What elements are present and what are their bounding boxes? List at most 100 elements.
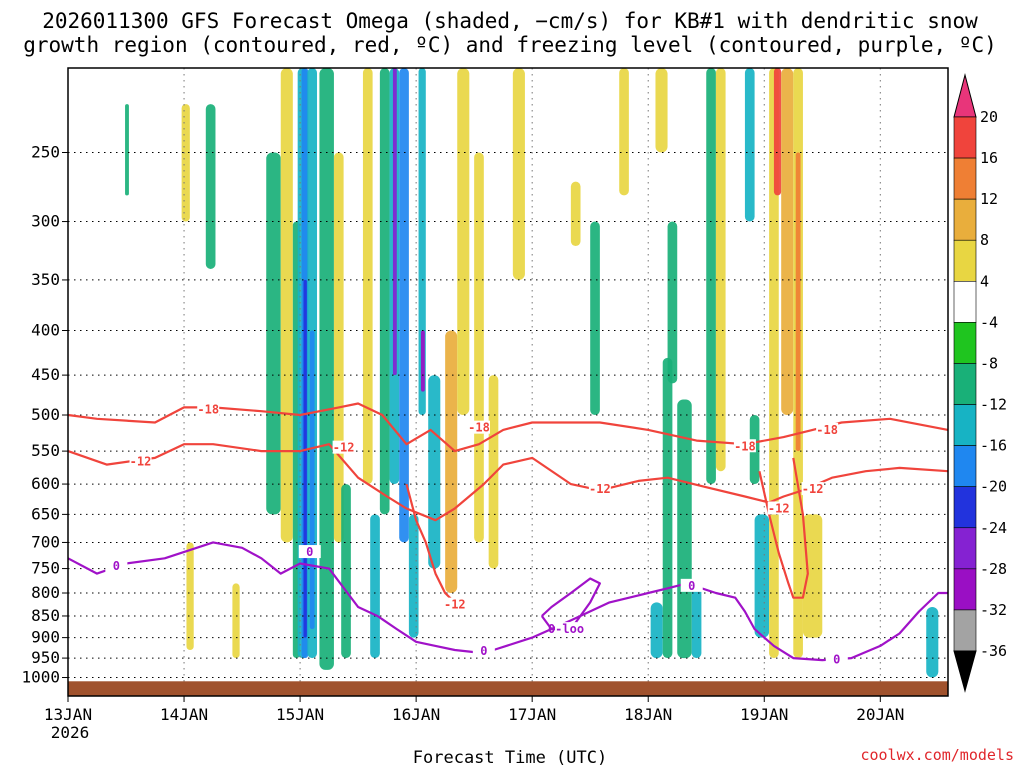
x-tick-label-14JAN: 14JAN [160, 705, 208, 724]
colorbar-segment-2 [953, 198, 977, 241]
colorbar-label--16: -16 [980, 437, 1007, 455]
colorbar-label-16: 16 [980, 149, 998, 167]
y-tick-label-450: 450 [31, 365, 60, 384]
colorbar-label--4: -4 [980, 313, 998, 331]
contour-label-0-1: 0 [306, 545, 313, 559]
y-tick-label-850: 850 [31, 606, 60, 625]
terrain-fill [68, 681, 948, 696]
contour-label-bg--18-2 [733, 439, 756, 453]
x-tick-label-13JAN: 13JAN [44, 705, 92, 724]
contour-label-bg--12c-0 [767, 501, 790, 515]
omega-patch-4 [232, 583, 240, 659]
y-tick-label-750: 750 [31, 559, 60, 578]
x-tick-label-19JAN: 19JAN [740, 705, 788, 724]
omega-patch-49 [795, 152, 801, 452]
omega-patch-27 [457, 68, 470, 416]
terrain-ground [68, 681, 948, 696]
contour-label--12-1: -12 [333, 441, 355, 455]
contour-label-bg--12b-0 [443, 597, 466, 611]
omega-patch-15 [341, 484, 351, 659]
y-tick-label-600: 600 [31, 474, 60, 493]
omega-patch-51 [926, 606, 939, 678]
contour-label-bg--18-3 [816, 422, 839, 436]
plot-frame [67, 67, 949, 697]
credit-link[interactable]: coolwx.com/models [860, 746, 1014, 764]
contour-label-bg-0-loop-0 [555, 622, 578, 636]
colorbar-label-8: 8 [980, 231, 989, 249]
x-tick-label-20JAN: 20JAN [856, 705, 904, 724]
contour-0 [67, 541, 948, 662]
omega-patch-20 [392, 68, 397, 376]
omega-patch-24 [420, 330, 425, 392]
contour-label-bg--12-1 [332, 440, 355, 454]
contour-label-bg--18-1 [467, 420, 490, 434]
colorbar-label--36: -36 [980, 642, 1007, 660]
y-tick-label-900: 900 [31, 628, 60, 647]
omega-patch-10 [303, 279, 307, 638]
contour-label-0-0: 0 [113, 559, 120, 573]
colorbar-segment-3 [953, 239, 977, 282]
omega-patch-6 [280, 68, 293, 543]
y-axis: 250 300 350 400 450 500 550 600 650 700 750 800 850 9… [21, 143, 68, 687]
y-tick-label-500: 500 [31, 405, 60, 424]
omega-patch-31 [570, 181, 581, 246]
colorbar-label--24: -24 [980, 519, 1007, 537]
colorbar-label--20: -20 [980, 478, 1007, 496]
contour-label--18-0: -18 [197, 403, 219, 417]
contour-label-bg-0-2 [472, 643, 495, 657]
omega-patch-17 [370, 514, 380, 659]
colorbar-label-12: 12 [980, 190, 998, 208]
omega-patch-32 [590, 221, 600, 416]
colorbar-segment-10 [953, 527, 977, 570]
omega-patch-39 [691, 583, 702, 659]
omega-patch-3 [205, 104, 216, 269]
y-tick-label-350: 350 [31, 270, 60, 289]
omega-shading [125, 68, 939, 678]
contour-label-bg--12-2 [588, 482, 611, 496]
omega-patch-23 [418, 68, 426, 416]
contour-label-bg--12-3 [801, 482, 824, 496]
colorbar-segment-7 [953, 404, 977, 446]
omega-patch-1 [181, 104, 190, 222]
contour-label--12b-0: -12 [444, 598, 466, 612]
colorbar-segment-4 [953, 281, 977, 323]
omega-patch-40 [706, 68, 716, 485]
y-tick-label-1000: 1000 [21, 668, 60, 687]
omega-patch-22 [408, 514, 419, 638]
contour-label-bg-0-1 [298, 545, 321, 559]
omega-patch-33 [619, 68, 629, 196]
colorbar-segment-8 [953, 445, 977, 487]
contour-label--18-1: -18 [468, 421, 490, 435]
y-tick-label-300: 300 [31, 212, 60, 231]
x-tick-label-18JAN: 18JAN [624, 705, 672, 724]
y-tick-label-700: 700 [31, 532, 60, 551]
chart-title-line-1: 2026011300 GFS Forecast Omega (shaded, −… [42, 9, 978, 33]
omega-patch-25 [428, 375, 441, 569]
colorbar-segment-1 [953, 157, 977, 200]
omega-patch-2 [186, 542, 194, 651]
colorbar-bottom-arrow [953, 650, 977, 693]
contour-label-0-3: 0 [688, 579, 695, 593]
contour--12b [405, 483, 456, 604]
colorbar-segment-12 [953, 609, 977, 652]
colorbar-label-4: 4 [980, 272, 989, 290]
colorbar-segment-6 [953, 363, 977, 405]
contour-label-bg-0-4 [825, 652, 848, 666]
contour-label--18-2: -18 [734, 439, 756, 453]
omega-patch-44 [754, 514, 770, 638]
contour-label-bg-0-0 [105, 559, 128, 573]
x-tick-label-16JAN: 16JAN [392, 705, 440, 724]
omega-patch-35 [667, 221, 678, 384]
omega-patch-37 [662, 357, 673, 659]
contour-label-bg-0-3 [680, 578, 703, 592]
omega-patch-41 [715, 68, 726, 472]
omega-patch-18 [379, 68, 390, 515]
contour-label--12c-0: -12 [768, 502, 790, 516]
y-tick-label-400: 400 [31, 321, 60, 340]
chart-title-line-2: growth region (contoured, red, ºC) and f… [23, 33, 997, 57]
contour-lines: -18 -18 -18 -18 -12 -12 -12 -12 -12 -12 0 0 0 0 0 0-loo [67, 402, 949, 666]
y-tick-label-800: 800 [31, 583, 60, 602]
colorbar-label--32: -32 [980, 601, 1007, 619]
omega-patch-29 [488, 375, 499, 569]
